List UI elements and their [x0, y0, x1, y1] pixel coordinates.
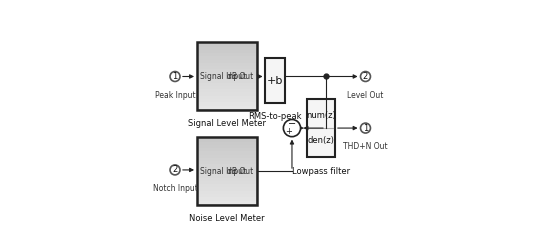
FancyBboxPatch shape	[198, 148, 256, 151]
FancyBboxPatch shape	[197, 42, 257, 110]
Circle shape	[360, 71, 371, 82]
FancyBboxPatch shape	[198, 76, 256, 79]
Circle shape	[170, 165, 180, 175]
FancyBboxPatch shape	[198, 69, 256, 73]
FancyBboxPatch shape	[198, 89, 256, 93]
FancyBboxPatch shape	[198, 50, 256, 53]
FancyBboxPatch shape	[198, 79, 256, 83]
FancyBboxPatch shape	[198, 194, 256, 197]
FancyBboxPatch shape	[198, 145, 256, 148]
Text: +b: +b	[267, 76, 283, 86]
FancyBboxPatch shape	[198, 181, 256, 184]
FancyBboxPatch shape	[198, 66, 256, 69]
Text: Noise Level Meter: Noise Level Meter	[189, 214, 265, 223]
Text: num(z): num(z)	[306, 111, 336, 120]
Text: 2: 2	[363, 72, 368, 81]
Text: Peak Input: Peak Input	[155, 90, 195, 100]
Text: +: +	[285, 127, 292, 136]
Text: −: −	[288, 120, 296, 129]
Text: Lowpass filter: Lowpass filter	[292, 166, 350, 176]
Text: den(z): den(z)	[307, 136, 334, 145]
FancyBboxPatch shape	[198, 99, 256, 102]
FancyBboxPatch shape	[198, 174, 256, 178]
FancyBboxPatch shape	[198, 197, 256, 201]
Text: Notch Input: Notch Input	[152, 184, 197, 193]
Text: 2: 2	[172, 165, 178, 174]
FancyBboxPatch shape	[198, 106, 256, 109]
FancyBboxPatch shape	[198, 151, 256, 155]
FancyBboxPatch shape	[198, 63, 256, 66]
Circle shape	[170, 71, 180, 82]
FancyBboxPatch shape	[198, 188, 256, 191]
FancyBboxPatch shape	[307, 99, 335, 158]
FancyBboxPatch shape	[266, 58, 285, 103]
FancyBboxPatch shape	[198, 171, 256, 174]
FancyBboxPatch shape	[198, 96, 256, 99]
FancyBboxPatch shape	[198, 164, 256, 168]
Text: 1: 1	[172, 72, 178, 81]
FancyBboxPatch shape	[198, 73, 256, 76]
FancyBboxPatch shape	[197, 137, 257, 205]
Text: dB Out: dB Out	[227, 71, 254, 81]
FancyBboxPatch shape	[198, 86, 256, 89]
FancyBboxPatch shape	[198, 178, 256, 181]
Text: RMS-to-peak: RMS-to-peak	[249, 112, 302, 121]
FancyBboxPatch shape	[198, 102, 256, 106]
FancyBboxPatch shape	[198, 46, 256, 50]
FancyBboxPatch shape	[198, 184, 256, 188]
FancyBboxPatch shape	[198, 201, 256, 204]
Text: Signal Level Meter: Signal Level Meter	[188, 119, 266, 128]
FancyBboxPatch shape	[198, 83, 256, 86]
Circle shape	[360, 123, 371, 133]
Text: Level Out: Level Out	[347, 90, 384, 100]
FancyBboxPatch shape	[198, 142, 256, 145]
Text: dB Out: dB Out	[227, 166, 254, 176]
Text: Signal Input: Signal Input	[200, 166, 246, 176]
FancyBboxPatch shape	[198, 60, 256, 63]
FancyBboxPatch shape	[198, 161, 256, 164]
FancyBboxPatch shape	[198, 158, 256, 161]
Circle shape	[283, 120, 300, 137]
FancyBboxPatch shape	[198, 191, 256, 194]
FancyBboxPatch shape	[198, 53, 256, 56]
Text: Signal Input: Signal Input	[200, 71, 246, 81]
Text: 1: 1	[363, 124, 368, 133]
FancyBboxPatch shape	[198, 138, 256, 142]
FancyBboxPatch shape	[198, 43, 256, 46]
FancyBboxPatch shape	[198, 56, 256, 60]
FancyBboxPatch shape	[198, 155, 256, 158]
FancyBboxPatch shape	[198, 168, 256, 171]
FancyBboxPatch shape	[198, 93, 256, 96]
Text: THD+N Out: THD+N Out	[343, 142, 388, 151]
